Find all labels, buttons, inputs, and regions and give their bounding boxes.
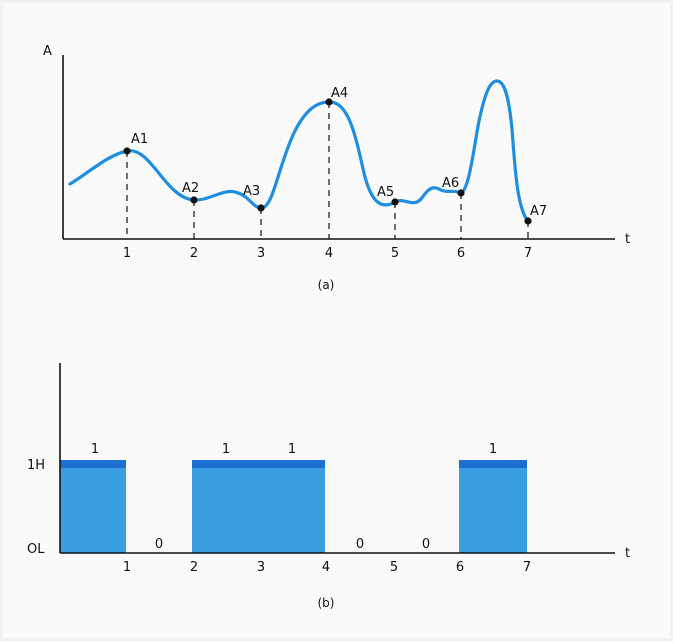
b-pulse-2-top [192, 460, 325, 468]
b-tick-4: 4 [322, 560, 330, 575]
b-pulse-1-top [60, 460, 126, 468]
a-x-axis-label: t [625, 232, 630, 247]
a-sample-dot-1 [123, 147, 131, 155]
a-caption: (a) [318, 278, 335, 292]
a-tick-5: 5 [391, 246, 399, 261]
a-signal-curve [68, 79, 530, 223]
b-level-low-label: OL [27, 542, 45, 557]
b-pulse-3 [459, 460, 527, 553]
a-sample-dot-2 [190, 196, 198, 204]
b-bit-2: 0 [155, 537, 163, 552]
a-sample-label-1: A1 [131, 132, 148, 147]
b-pulse-2 [192, 460, 325, 553]
b-tick-7: 7 [523, 560, 531, 575]
a-sample-label-7: A7 [530, 204, 547, 219]
a-sample-label-5: A5 [377, 185, 394, 200]
a-sample-label-4: A4 [331, 86, 348, 101]
b-bit-4: 1 [288, 442, 296, 457]
b-bit-6: 0 [422, 537, 430, 552]
b-pulse-3-top [459, 460, 527, 468]
panel-b: t 1H OL 1 0 1 1 0 0 1 1 2 3 4 5 6 7 (b) [27, 363, 630, 610]
a-sample-label-3: A3 [243, 184, 260, 199]
panel-a: A t A1 A2 A3 A4 A5 A6 A7 1 2 3 4 5 6 [43, 44, 630, 292]
a-sample-label-6: A6 [442, 176, 459, 191]
a-y-axis-label: A [43, 44, 52, 59]
a-sample-dot-4 [325, 98, 333, 106]
b-bit-7: 1 [489, 442, 497, 457]
a-sample-dot-6 [457, 189, 465, 197]
a-tick-3: 3 [257, 246, 265, 261]
b-tick-6: 6 [456, 560, 464, 575]
b-tick-1: 1 [123, 560, 131, 575]
b-x-axis-label: t [625, 546, 630, 561]
a-sample-dot-3 [257, 204, 265, 212]
b-bit-3: 1 [222, 442, 230, 457]
a-sample-dot-5 [391, 198, 399, 206]
diagram-canvas: A t A1 A2 A3 A4 A5 A6 A7 1 2 3 4 5 6 [27, 44, 630, 610]
b-pulse-1 [60, 460, 126, 553]
b-caption: (b) [318, 596, 335, 610]
b-tick-3: 3 [257, 560, 265, 575]
b-bit-1: 1 [91, 442, 99, 457]
a-sample-dot-7 [524, 217, 532, 225]
a-tick-1: 1 [123, 246, 131, 261]
a-tick-7: 7 [524, 246, 532, 261]
a-sample-label-2: A2 [182, 181, 199, 196]
a-tick-2: 2 [190, 246, 198, 261]
b-tick-5: 5 [390, 560, 398, 575]
a-tick-4: 4 [325, 246, 333, 261]
a-tick-6: 6 [457, 246, 465, 261]
b-bit-5: 0 [356, 537, 364, 552]
b-level-high-label: 1H [27, 458, 45, 473]
b-tick-2: 2 [190, 560, 198, 575]
